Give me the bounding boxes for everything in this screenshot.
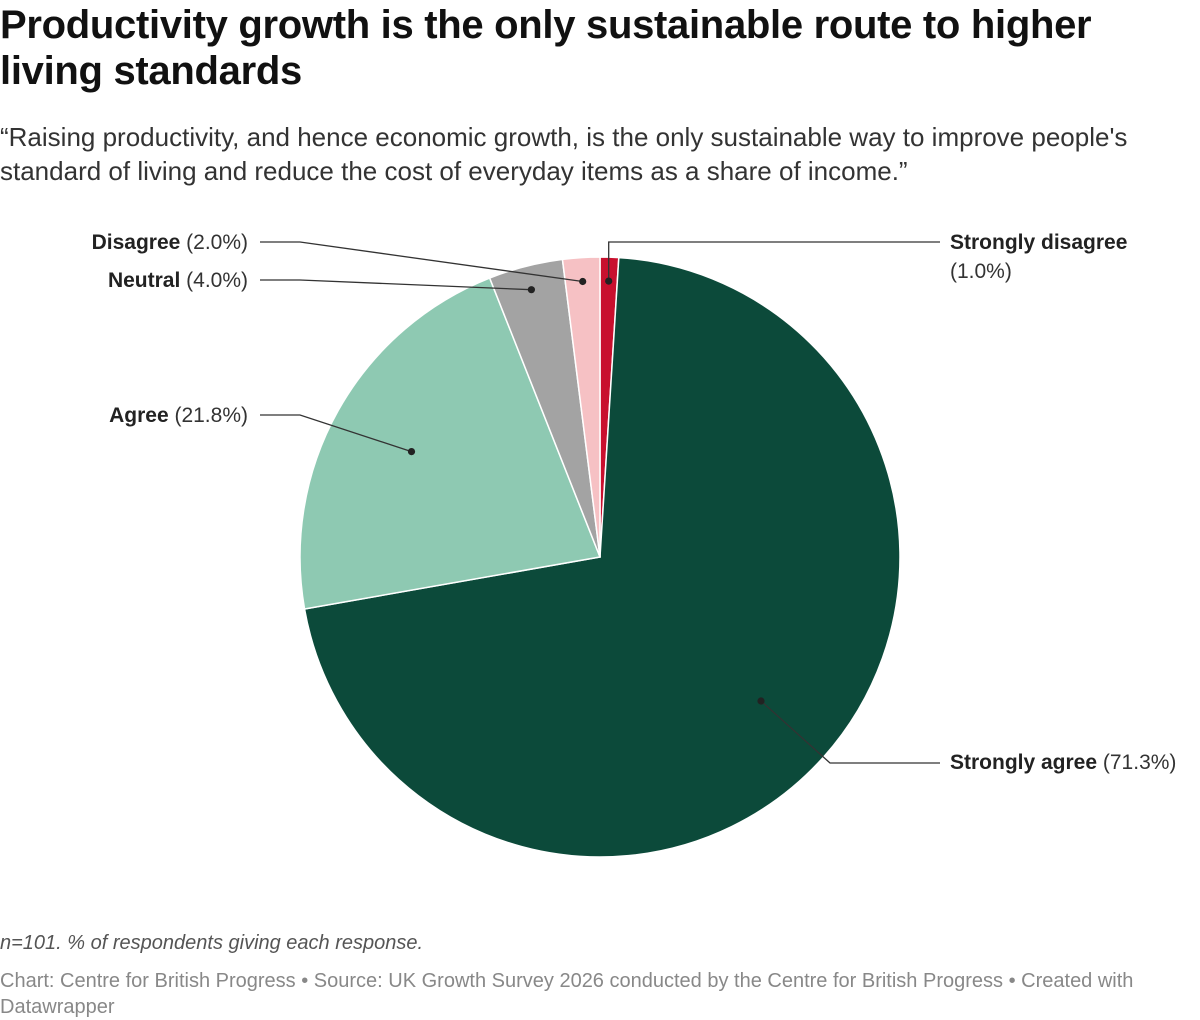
leader-line-neutral xyxy=(260,279,532,291)
chart-title: Productivity growth is the only sustaina… xyxy=(0,3,1092,93)
leader-dot-strongly-disagree xyxy=(605,277,613,285)
slice-label-value: (1.0%) xyxy=(950,260,1012,283)
slice-label-name: Strongly disagree xyxy=(950,231,1127,254)
slice-label-neutral: Neutral (4.0%) xyxy=(108,269,248,292)
slice-label-name: Neutral xyxy=(108,269,180,292)
slice-label-value: (2.0%) xyxy=(180,231,248,254)
slice-label-name: Disagree xyxy=(92,231,181,254)
footer-chart-credit: Chart: Centre for British Progress xyxy=(0,970,296,992)
leader-lines xyxy=(260,241,940,764)
slice-label-name: Agree xyxy=(109,404,169,427)
pie-slices xyxy=(299,256,901,858)
chart-subtitle: “Raising productivity, and hence economi… xyxy=(0,122,1128,186)
chart-notes: n=101. % of respondents giving each resp… xyxy=(0,932,424,954)
slice-label-value: (4.0%) xyxy=(180,269,248,292)
leader-line-strongly-disagree xyxy=(608,241,940,282)
leader-line-disagree xyxy=(260,241,583,283)
leader-line-strongly-agree xyxy=(760,700,940,764)
footer-separator: • xyxy=(1008,970,1016,992)
slice-label-strongly-agree: Strongly agree (71.3%) xyxy=(950,751,1176,774)
leader-dot-agree xyxy=(407,448,416,456)
leader-line-agree xyxy=(260,414,412,453)
leader-dot-neutral xyxy=(527,286,536,294)
slice-label-agree: Agree (21.8%) xyxy=(109,404,248,427)
leader-dot-disagree xyxy=(579,277,587,286)
footer-created-with: Created with Datawrapper xyxy=(0,970,1134,1018)
leader-dot-strongly-agree xyxy=(757,697,765,705)
chart-footer: Chart: Centre for British Progress • Sou… xyxy=(0,968,1190,1020)
slice-labels: Strongly disagree (1.0%) Strongly agree (7… xyxy=(92,231,1177,774)
footer-source: Source: UK Growth Survey 2026 conducted … xyxy=(313,970,1004,992)
slice-label-name: Strongly agree xyxy=(950,751,1097,774)
footer-separator: • xyxy=(301,970,309,992)
slice-label-value: (71.3%) xyxy=(1097,751,1176,774)
slice-label-disagree: Disagree (2.0%) xyxy=(92,231,248,254)
pie-slice-disagree xyxy=(561,256,601,558)
pie-slice-agree xyxy=(299,277,602,610)
slice-label-value: (21.8%) xyxy=(169,404,248,427)
slice-label-strongly-disagree: Strongly disagree (1.0%) xyxy=(950,231,1127,283)
